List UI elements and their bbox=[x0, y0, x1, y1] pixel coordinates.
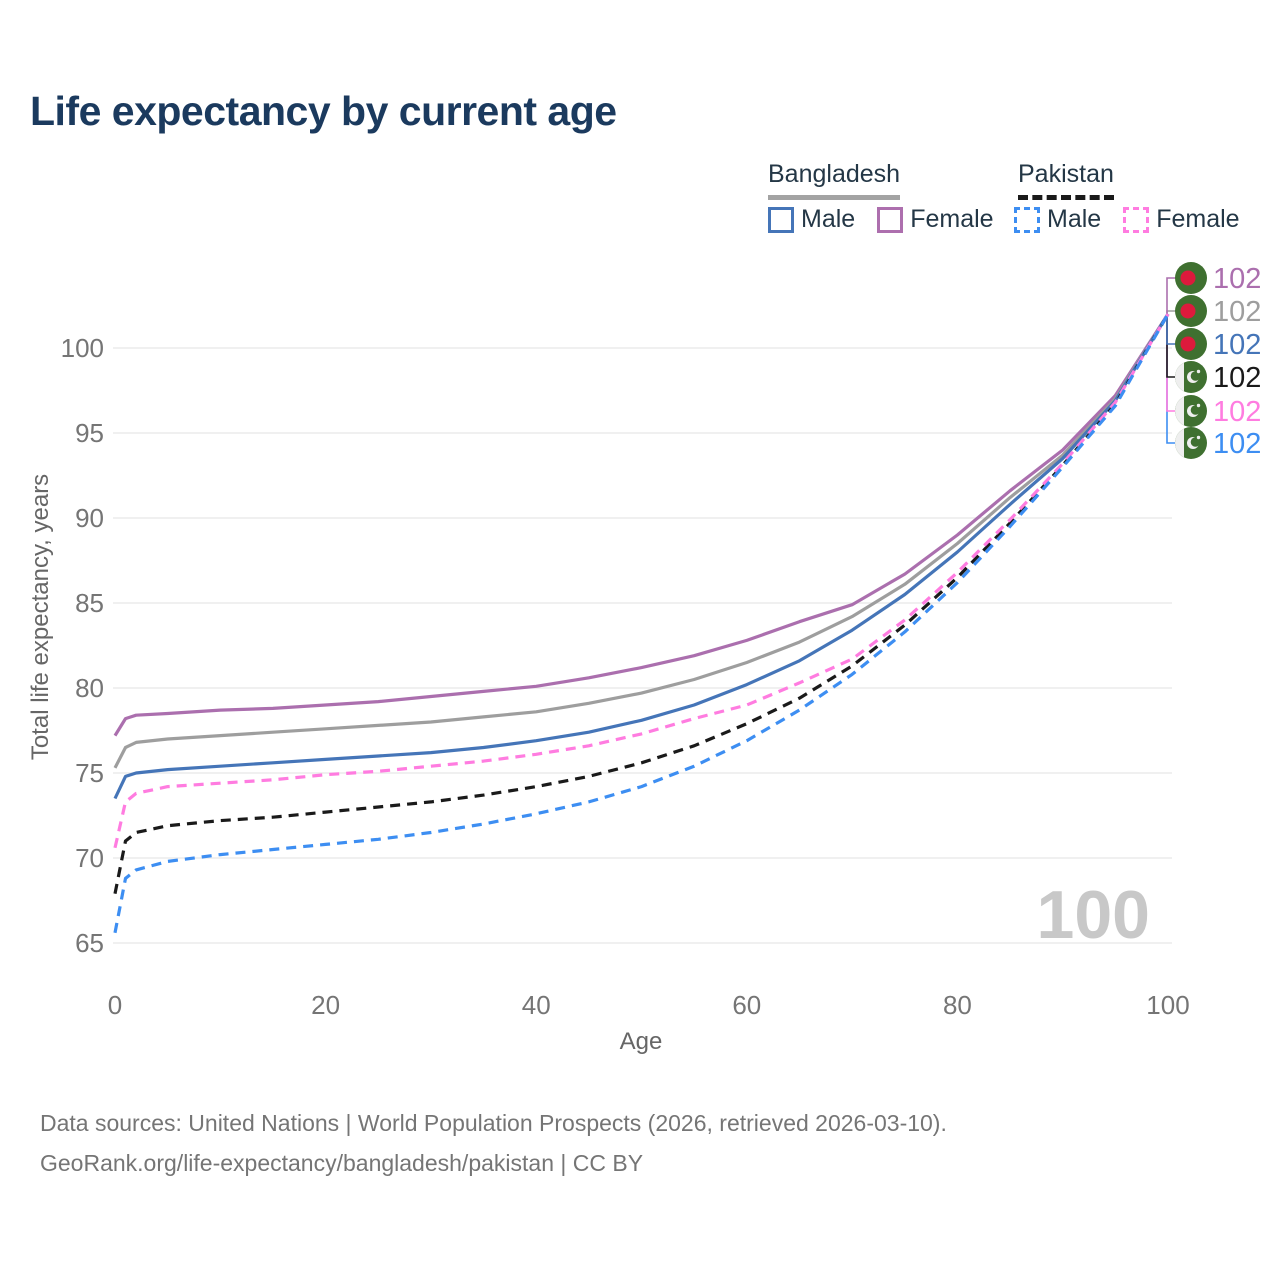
x-tick-label: 20 bbox=[311, 990, 340, 1020]
x-tick-label: 80 bbox=[943, 990, 972, 1020]
y-tick-label: 100 bbox=[61, 333, 104, 363]
legend-label: Female bbox=[1156, 205, 1240, 233]
y-tick-label: 85 bbox=[75, 588, 104, 618]
y-tick-label: 80 bbox=[75, 673, 104, 703]
legend-group-title-bangladesh[interactable]: Bangladesh bbox=[768, 160, 901, 188]
pakistan-flag-white-stripe bbox=[1175, 427, 1184, 459]
pakistan-flag-white-stripe bbox=[1175, 361, 1184, 393]
series-line-pakistan-female[interactable] bbox=[113, 313, 1170, 849]
x-axis-title: Age bbox=[620, 1028, 663, 1055]
y-tick-label: 90 bbox=[75, 503, 104, 533]
x-tick-label: 100 bbox=[1146, 990, 1189, 1020]
pakistan-flag-star bbox=[1196, 403, 1201, 408]
legend-group-bangladesh: Bangladesh bbox=[768, 160, 901, 200]
line-chart: 65 70 75 80 85 90 95 100 0 20 40 60 80 100 Age Total li… bbox=[27, 262, 1261, 1055]
end-value-label: 102 bbox=[1213, 296, 1261, 328]
bangladesh-flag-red-disc bbox=[1180, 303, 1196, 319]
pakistan-flag-star bbox=[1196, 369, 1201, 374]
end-value-label: 102 bbox=[1213, 428, 1261, 460]
legend-swatch-bangladesh-male bbox=[768, 206, 794, 233]
legend-item-bangladesh-female[interactable]: Female bbox=[877, 205, 994, 234]
series-line-pakistan-both-sexes[interactable] bbox=[113, 313, 1170, 895]
watermark-age-counter: 100 bbox=[1037, 877, 1150, 953]
y-tick-label: 95 bbox=[75, 418, 104, 448]
x-tick-label: 0 bbox=[108, 990, 122, 1020]
legend-group-pakistan: Pakistan bbox=[1018, 160, 1114, 200]
legend-swatch-pakistan-female bbox=[1123, 206, 1150, 233]
end-label-leader-line bbox=[1166, 314, 1176, 412]
legend-group-title-pakistan[interactable]: Pakistan bbox=[1018, 160, 1114, 188]
y-tick-label: 75 bbox=[75, 758, 104, 788]
legend-items-pakistan: Male Female bbox=[1014, 205, 1240, 234]
legend-label: Male bbox=[1047, 205, 1102, 233]
pakistan-flag-crescent-cut bbox=[1190, 371, 1201, 381]
legend-line-swatch-bangladesh bbox=[768, 195, 901, 200]
bangladesh-flag-red-disc bbox=[1180, 270, 1196, 286]
pakistan-flag-crescent-cut bbox=[1190, 437, 1201, 447]
end-label-leader-line bbox=[1166, 314, 1176, 378]
end-value-label: 102 bbox=[1213, 362, 1261, 394]
legend-item-pakistan-female[interactable]: Female bbox=[1123, 205, 1240, 234]
end-label-leader-line bbox=[1166, 277, 1176, 314]
legend-item-bangladesh-male[interactable]: Male bbox=[768, 205, 855, 234]
x-tick-label: 60 bbox=[732, 990, 761, 1020]
legend-swatch-pakistan-male bbox=[1014, 206, 1040, 233]
y-tick-label: 70 bbox=[75, 843, 104, 873]
page-title: Life expectancy by current age bbox=[30, 88, 617, 134]
end-label-leader-line bbox=[1166, 314, 1176, 444]
legend-item-pakistan-male[interactable]: Male bbox=[1014, 205, 1101, 234]
series-line-bangladesh-male[interactable] bbox=[113, 313, 1170, 800]
legend-label: Male bbox=[801, 205, 856, 233]
footer-data-sources: Data sources: United Nations | World Pop… bbox=[40, 1110, 947, 1136]
legend-swatch-bangladesh-female bbox=[877, 206, 904, 233]
end-value-label: 102 bbox=[1213, 396, 1261, 428]
series-line-bangladesh-female[interactable] bbox=[113, 313, 1170, 737]
end-label-leader-line bbox=[1166, 310, 1176, 314]
footer-attribution-link: GeoRank.org/life-expectancy/bangladesh/p… bbox=[40, 1150, 644, 1176]
series-line-bangladesh-both-sexes[interactable] bbox=[113, 313, 1170, 769]
pakistan-flag-white-stripe bbox=[1175, 395, 1184, 427]
legend-items-bangladesh: Male Female bbox=[768, 205, 994, 234]
pakistan-flag-crescent-cut bbox=[1190, 405, 1201, 415]
legend-line-swatch-pakistan bbox=[1018, 195, 1114, 200]
end-value-label: 102 bbox=[1213, 263, 1261, 295]
x-tick-label: 40 bbox=[522, 990, 551, 1020]
end-label-leader-line bbox=[1166, 314, 1176, 345]
end-value-label: 102 bbox=[1213, 329, 1261, 361]
y-tick-label: 65 bbox=[75, 928, 104, 958]
series-line-pakistan-male[interactable] bbox=[113, 313, 1170, 934]
y-axis-title: Total life expectancy, years bbox=[27, 474, 54, 760]
pakistan-flag-star bbox=[1196, 435, 1201, 440]
legend-label: Female bbox=[910, 205, 994, 233]
bangladesh-flag-red-disc bbox=[1180, 336, 1196, 352]
